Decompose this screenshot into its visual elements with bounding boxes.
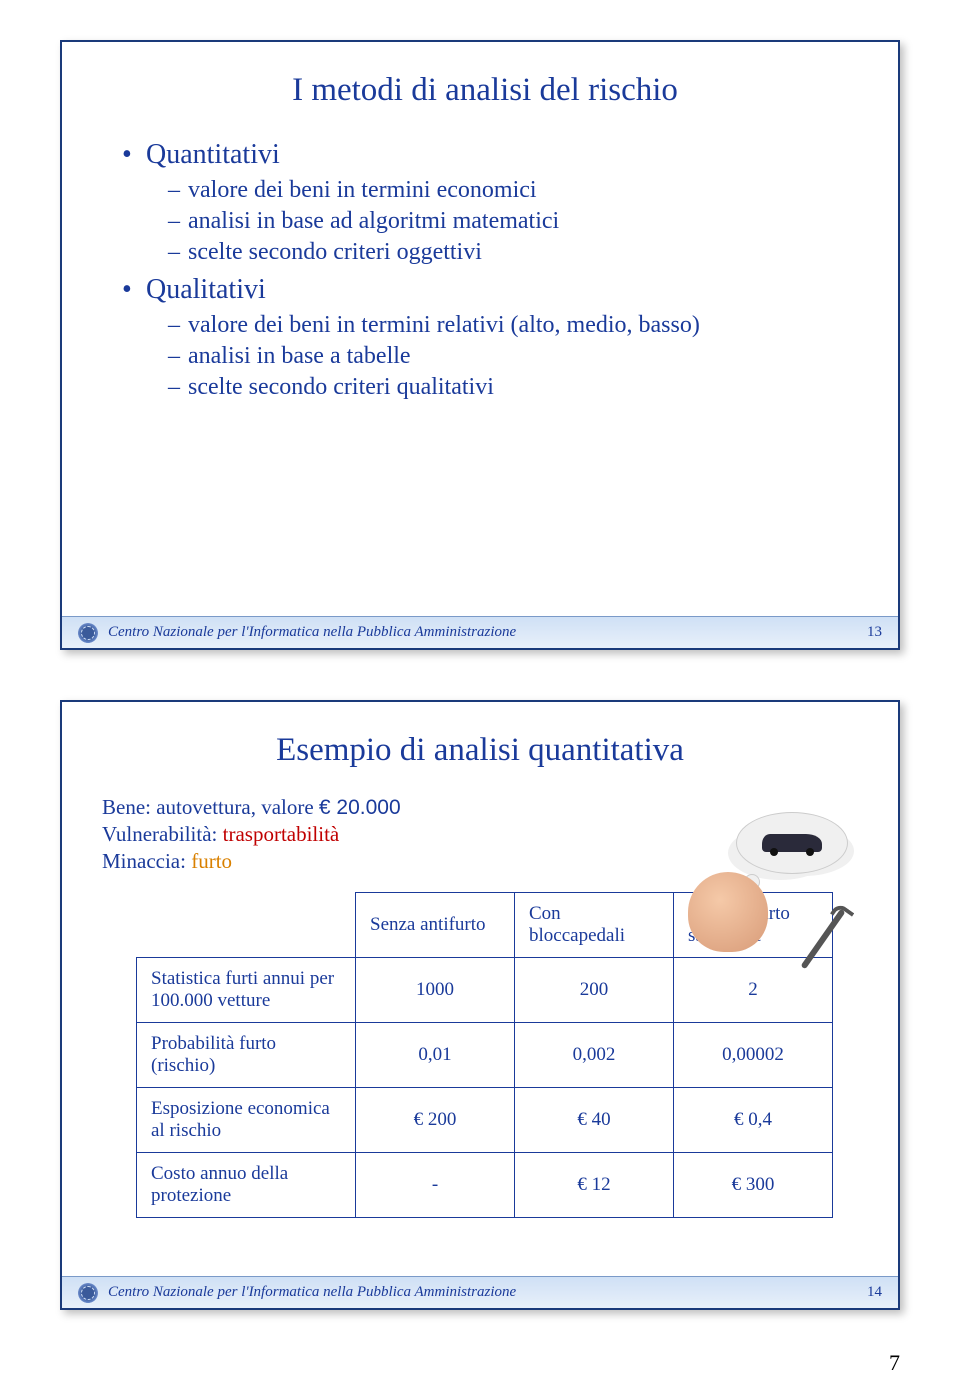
row-header: Costo annuo della protezione: [137, 1153, 356, 1218]
cell: € 12: [515, 1153, 674, 1218]
sub-item: valore dei beni in termini economici: [168, 177, 858, 204]
thought-cloud-icon: [736, 812, 848, 874]
slide-footer: Centro Nazionale per l'Informatica nella…: [62, 1276, 898, 1308]
cell: € 300: [674, 1153, 833, 1218]
slide-number: 14: [867, 1284, 882, 1301]
page-number: 7: [889, 1350, 900, 1376]
cell: 2: [674, 958, 833, 1023]
threat-label: Minaccia:: [102, 849, 191, 873]
cell: 0,00002: [674, 1023, 833, 1088]
table-row: Costo annuo della protezione - € 12 € 30…: [137, 1153, 833, 1218]
person-head-icon: [688, 872, 768, 952]
cell: 200: [515, 958, 674, 1023]
bene-value: autovettura, valore: [156, 795, 319, 819]
car-icon: [762, 834, 822, 852]
cell: € 0,4: [674, 1088, 833, 1153]
slide-footer: Centro Nazionale per l'Informatica nella…: [62, 616, 898, 648]
threat-value: furto: [191, 849, 232, 873]
col-header: Senza antifurto: [356, 893, 515, 958]
table-row: Probabilità furto (rischio) 0,01 0,002 0…: [137, 1023, 833, 1088]
sub-item: analisi in base ad algoritmi matematici: [168, 208, 858, 235]
cell: -: [356, 1153, 515, 1218]
slide-2: Esempio di analisi quantitativa Bene: au…: [60, 700, 900, 1310]
vuln-label: Vulnerabilità:: [102, 822, 223, 846]
table-row: Esposizione economica al rischio € 200 €…: [137, 1088, 833, 1153]
cell: 0,01: [356, 1023, 515, 1088]
bene-amount: € 20.000: [319, 796, 401, 819]
row-header: Probabilità furto (rischio): [137, 1023, 356, 1088]
sub-item: valore dei beni in termini relativi (alt…: [168, 312, 858, 339]
org-logo-icon: [78, 1283, 98, 1303]
cell: € 200: [356, 1088, 515, 1153]
slide-2-body: Esempio di analisi quantitativa Bene: au…: [62, 702, 898, 1218]
org-logo-icon: [78, 623, 98, 643]
cell: 1000: [356, 958, 515, 1023]
row-header: Esposizione economica al rischio: [137, 1088, 356, 1153]
row-header: Statistica furti annui per 100.000 vettu…: [137, 958, 356, 1023]
bene-label: Bene:: [102, 795, 156, 819]
cell: € 40: [515, 1088, 674, 1153]
slide-1-body: I metodi di analisi del rischio Quantita…: [62, 42, 898, 401]
slide-number: 13: [867, 624, 882, 641]
bullet-qualitativi: Qualitativi: [122, 274, 858, 306]
slide-1-title: I metodi di analisi del rischio: [112, 72, 858, 109]
sub-item: analisi in base a tabelle: [168, 343, 858, 370]
slide-2-title: Esempio di analisi quantitativa: [102, 732, 858, 769]
table-row: Statistica furti annui per 100.000 vettu…: [137, 958, 833, 1023]
cell: 0,002: [515, 1023, 674, 1088]
col-header: Con bloccapedali: [515, 893, 674, 958]
page: I metodi di analisi del rischio Quantita…: [0, 0, 960, 1394]
sub-item: scelte secondo criteri oggettivi: [168, 239, 858, 266]
vuln-value: trasportabilità: [223, 822, 340, 846]
thought-bubble-graphic: [678, 812, 848, 952]
bullet-quantitativi: Quantitativi: [122, 139, 858, 171]
empty-cell: [137, 893, 356, 958]
footer-org: Centro Nazionale per l'Informatica nella…: [108, 624, 867, 641]
slide-1: I metodi di analisi del rischio Quantita…: [60, 40, 900, 650]
footer-org: Centro Nazionale per l'Informatica nella…: [108, 1284, 867, 1301]
sub-item: scelte secondo criteri qualitativi: [168, 374, 858, 401]
